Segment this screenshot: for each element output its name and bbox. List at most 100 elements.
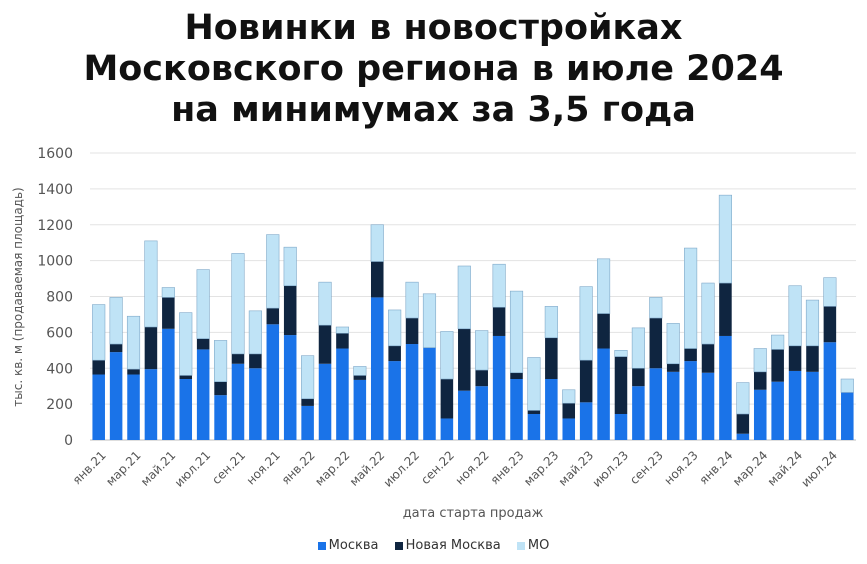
legend-swatch [394, 541, 403, 550]
bar-segment [423, 347, 436, 440]
y-tick-label: 400 [46, 361, 73, 377]
bar-segment [475, 370, 488, 387]
bar-segment [127, 374, 140, 440]
bar-segment [283, 246, 297, 287]
bar-segment [788, 345, 802, 371]
bar-segment [388, 345, 401, 362]
bar-segment [249, 368, 262, 440]
bar-segment [701, 282, 715, 345]
bar-segment [510, 379, 523, 440]
bar-segment [301, 355, 315, 400]
bar-segment [614, 350, 628, 357]
bars [92, 194, 854, 440]
bar-segment [301, 398, 314, 406]
bar-segment [771, 381, 784, 440]
bar-segment [666, 371, 680, 440]
bar-segment [109, 297, 123, 345]
bar-segment [266, 324, 280, 440]
bar-segment [457, 265, 471, 330]
bar-segment [771, 334, 785, 350]
y-tick-label: 1400 [37, 182, 73, 198]
bar-segment [736, 413, 750, 434]
legend-label: Москва [328, 538, 379, 553]
bar-segment [718, 194, 732, 284]
legend-item-new-moscow: Новая Москва [394, 538, 501, 553]
bar-segment [527, 413, 541, 440]
bar-segment [196, 269, 210, 339]
bar-segment [806, 345, 819, 372]
bar-segment [440, 418, 454, 440]
bar-segment [788, 370, 802, 440]
bar-segment [492, 307, 506, 336]
bar-segment [753, 389, 767, 440]
bar-segment [266, 234, 280, 309]
bar-segment [458, 390, 471, 440]
x-tick-label: сен.21 [209, 448, 248, 487]
x-tick-label: ноя.21 [244, 448, 283, 487]
y-tick-label: 1000 [37, 254, 73, 270]
bar-segment [509, 290, 524, 374]
bar-segment [649, 368, 663, 440]
bar-segment [109, 352, 123, 440]
title-line-2: Московского региона в июле 2024 [83, 49, 784, 89]
bar-segment [545, 337, 558, 380]
bar-segment [92, 374, 105, 440]
x-tick-label: мар.23 [521, 448, 561, 488]
x-tick-label: июл.24 [799, 448, 840, 489]
bar-segment [440, 379, 454, 419]
bar-segment [283, 335, 297, 440]
bar-segment [92, 304, 106, 361]
x-tick-label: май.22 [347, 448, 388, 489]
bar-segment [370, 261, 384, 298]
bar-segment [301, 405, 314, 440]
bar-segment [806, 371, 819, 440]
bar-segment [248, 310, 262, 355]
bar-segment [179, 379, 193, 440]
bar-segment [510, 372, 523, 380]
bar-segment [684, 361, 697, 440]
bar-segment [126, 315, 141, 370]
title-line-1: Новинки в новостройках [184, 8, 683, 48]
legend: Москва Новая Москва МО [0, 538, 867, 553]
x-tick-label: июл.22 [381, 448, 422, 489]
bar-segment [231, 353, 245, 364]
bar-segment [318, 325, 332, 364]
bar-segment [422, 293, 437, 348]
bar-segment [109, 344, 123, 353]
bar-segment [92, 360, 105, 375]
x-tick-label: мар.21 [103, 448, 143, 488]
bar-segment [370, 297, 384, 440]
bar-segment [440, 331, 454, 380]
bar-segment [788, 285, 802, 347]
bar-segment [336, 348, 349, 440]
bar-segment [179, 312, 193, 376]
x-tick-label: янв.23 [488, 448, 527, 487]
bar-segment [370, 224, 384, 262]
bar-segment [405, 318, 419, 345]
bar-segment [631, 327, 645, 369]
bar-segment [492, 335, 506, 440]
bar-segment [458, 328, 471, 391]
bar-segment [597, 313, 610, 349]
bar-segment [475, 330, 489, 371]
bar-segment [684, 247, 698, 349]
bar-segment [649, 297, 663, 319]
bar-segment [562, 403, 576, 419]
bar-segment [162, 328, 175, 440]
x-tick-label: май.21 [138, 448, 179, 489]
x-tick-label: янв.21 [70, 448, 109, 487]
bar-segment [719, 335, 732, 440]
bar-segment [336, 333, 349, 349]
x-tick-label: сен.22 [418, 448, 457, 487]
bar-segment [214, 381, 227, 396]
bar-segment [666, 363, 680, 372]
bar-segment [666, 323, 680, 365]
bar-segment [405, 281, 419, 319]
x-tick-label: янв.24 [696, 448, 735, 487]
y-tick-label: 600 [46, 325, 73, 341]
bar-segment [632, 386, 645, 440]
bar-segment [823, 306, 837, 343]
y-tick-label: 1600 [37, 146, 73, 162]
legend-item-mo: МО [516, 538, 549, 553]
bar-segment [823, 342, 837, 440]
